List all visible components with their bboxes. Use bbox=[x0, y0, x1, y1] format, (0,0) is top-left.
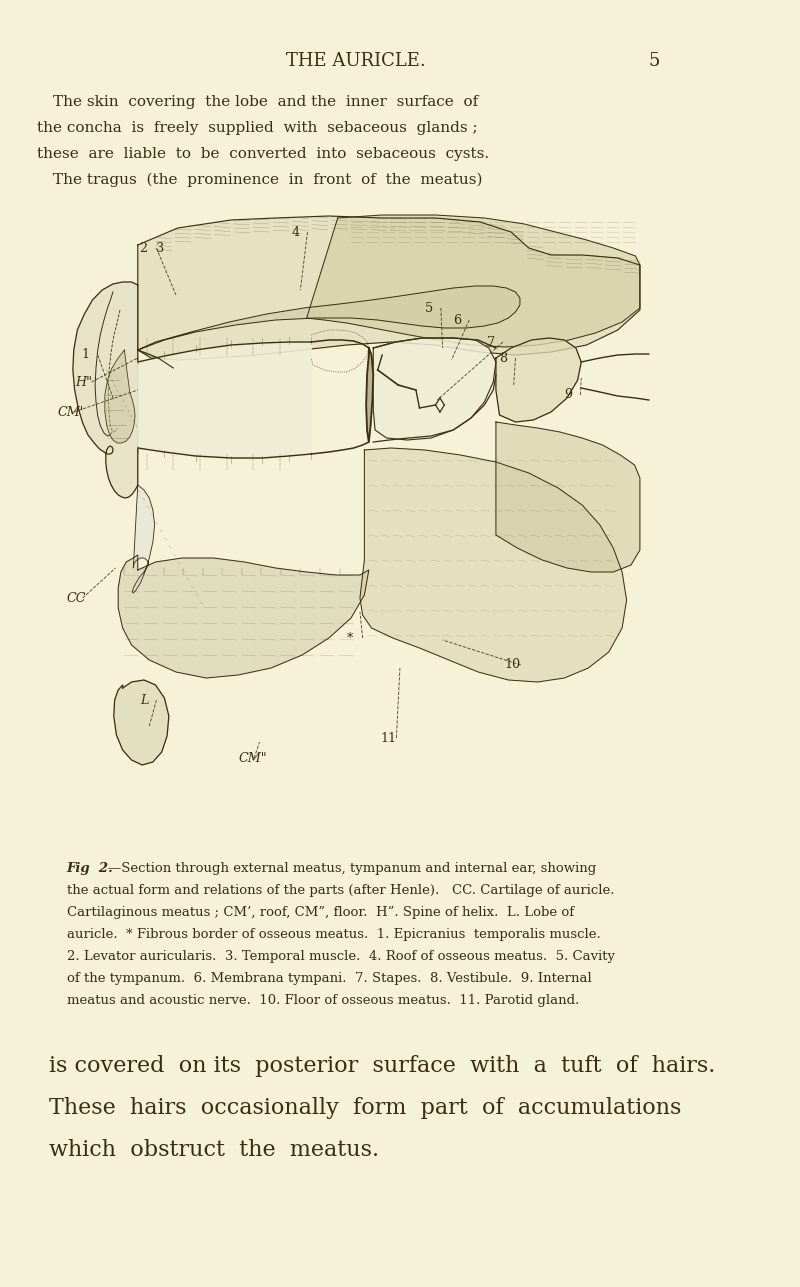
Text: 5: 5 bbox=[649, 51, 660, 69]
Text: —Section through external meatus, tympanum and internal ear, showing: —Section through external meatus, tympan… bbox=[109, 862, 597, 875]
Text: 2  3: 2 3 bbox=[141, 242, 165, 255]
Text: 1: 1 bbox=[82, 349, 90, 362]
Text: CM": CM" bbox=[238, 752, 267, 764]
Text: CC: CC bbox=[66, 592, 86, 605]
Polygon shape bbox=[138, 342, 311, 458]
Polygon shape bbox=[118, 555, 369, 678]
Polygon shape bbox=[133, 485, 154, 593]
Polygon shape bbox=[138, 286, 520, 350]
Text: 5: 5 bbox=[425, 301, 433, 314]
Text: Cartilaginous meatus ; CM’, roof, CM”, floor.  H”. Spine of helix.  L. Lobe of: Cartilaginous meatus ; CM’, roof, CM”, f… bbox=[66, 906, 574, 919]
Text: L: L bbox=[141, 694, 149, 707]
Polygon shape bbox=[496, 338, 582, 422]
Text: 6: 6 bbox=[454, 314, 462, 327]
Polygon shape bbox=[360, 448, 626, 682]
Text: 9: 9 bbox=[564, 389, 573, 402]
Text: 4: 4 bbox=[291, 225, 300, 238]
Text: of the tympanum.  6. Membrana tympani.  7. Stapes.  8. Vestibule.  9. Internal: of the tympanum. 6. Membrana tympani. 7.… bbox=[66, 972, 591, 985]
Text: H": H" bbox=[75, 376, 93, 389]
Text: which  obstruct  the  meatus.: which obstruct the meatus. bbox=[49, 1139, 379, 1161]
Polygon shape bbox=[73, 282, 138, 498]
Text: is covered  on its  posterior  surface  with  a  tuft  of  hairs.: is covered on its posterior surface with… bbox=[49, 1055, 715, 1077]
Text: 10: 10 bbox=[505, 659, 521, 672]
Text: the concha  is  freely  supplied  with  sebaceous  glands ;: the concha is freely supplied with sebac… bbox=[38, 121, 478, 135]
Text: these  are  liable  to  be  converted  into  sebaceous  cysts.: these are liable to be converted into se… bbox=[38, 147, 490, 161]
Polygon shape bbox=[114, 680, 169, 764]
Text: The skin  covering  the lobe  and the  inner  surface  of: The skin covering the lobe and the inner… bbox=[54, 95, 478, 109]
Polygon shape bbox=[374, 338, 496, 440]
Text: CM': CM' bbox=[58, 405, 84, 418]
Text: auricle.  * Fibrous border of osseous meatus.  1. Epicranius  temporalis muscle.: auricle. * Fibrous border of osseous mea… bbox=[66, 928, 601, 941]
Text: 8: 8 bbox=[499, 351, 508, 364]
Text: 11: 11 bbox=[380, 731, 396, 744]
Text: 7: 7 bbox=[487, 336, 495, 349]
Polygon shape bbox=[496, 422, 640, 571]
Bar bbox=[45, 210, 649, 840]
Text: The tragus  (the  prominence  in  front  of  the  meatus): The tragus (the prominence in front of t… bbox=[54, 172, 483, 188]
Polygon shape bbox=[306, 215, 640, 347]
Polygon shape bbox=[105, 350, 135, 443]
Text: 2. Levator auricularis.  3. Temporal muscle.  4. Roof of osseous meatus.  5. Cav: 2. Levator auricularis. 3. Temporal musc… bbox=[66, 950, 614, 963]
Text: THE AURICLE.: THE AURICLE. bbox=[286, 51, 426, 69]
Text: These  hairs  occasionally  form  part  of  accumulations: These hairs occasionally form part of ac… bbox=[49, 1097, 682, 1118]
Polygon shape bbox=[366, 347, 374, 441]
Text: Fig  2.: Fig 2. bbox=[66, 862, 114, 875]
Text: meatus and acoustic nerve.  10. Floor of osseous meatus.  11. Parotid gland.: meatus and acoustic nerve. 10. Floor of … bbox=[66, 994, 579, 1006]
Polygon shape bbox=[138, 216, 640, 360]
Text: the actual form and relations of the parts (after Henle).   CC. Cartilage of aur: the actual form and relations of the par… bbox=[66, 884, 614, 897]
Text: *: * bbox=[346, 632, 353, 645]
